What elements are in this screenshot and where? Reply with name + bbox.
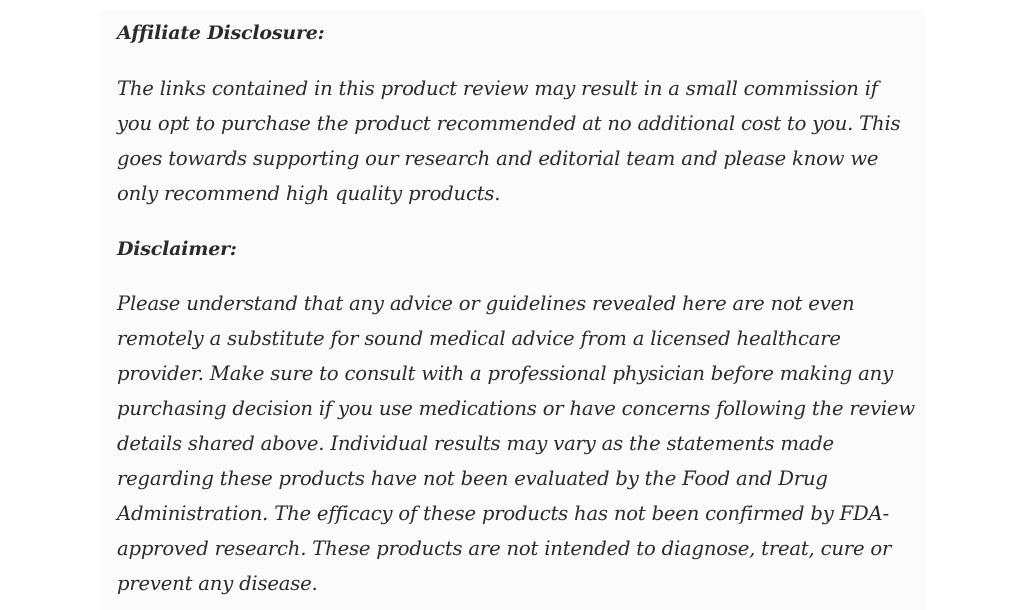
- disclaimer-text-line: remotely a substitute for sound medical …: [117, 327, 841, 350]
- disclaimer-text-line: prevent any disease.: [117, 572, 318, 595]
- disclaimer-text-line: provider. Make sure to consult with a pr…: [117, 362, 893, 385]
- disclosure-panel: [100, 10, 926, 610]
- disclaimer-text-line: Administration. The efficacy of these pr…: [117, 502, 889, 525]
- affiliate-text-line: goes towards supporting our research and…: [117, 147, 879, 170]
- disclaimer-text-line: purchasing decision if you use medicatio…: [117, 397, 915, 420]
- disclaimer-text-line: regarding these products have not been e…: [117, 467, 828, 490]
- disclaimer-text-line: approved research. These products are no…: [117, 537, 892, 560]
- affiliate-text-line: only recommend high quality products.: [117, 182, 501, 205]
- affiliate-disclosure-heading: Affiliate Disclosure:: [117, 22, 325, 44]
- affiliate-text-line: you opt to purchase the product recommen…: [117, 112, 901, 135]
- disclaimer-text-line: details shared above. Individual results…: [117, 432, 834, 455]
- disclaimer-heading: Disclaimer:: [117, 238, 237, 260]
- affiliate-text-line: The links contained in this product revi…: [117, 77, 878, 100]
- disclaimer-text-line: Please understand that any advice or gui…: [117, 292, 855, 315]
